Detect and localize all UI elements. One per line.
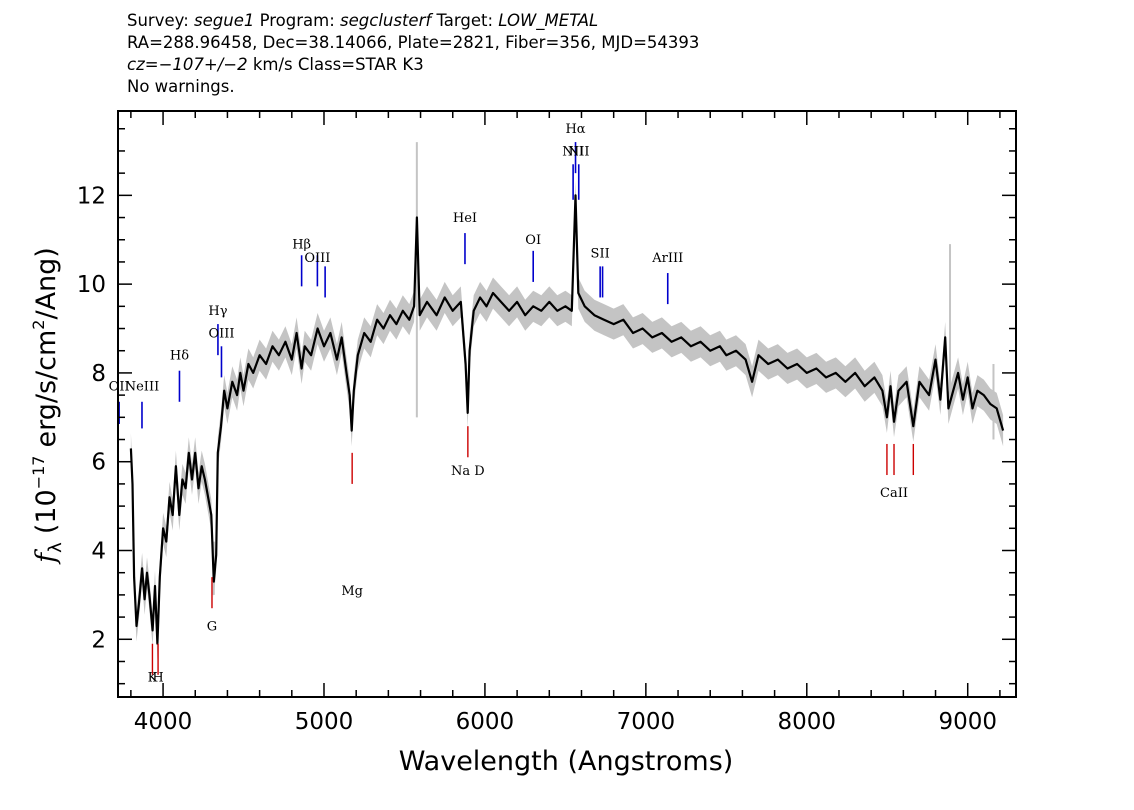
spectrum-header: Survey: segue1 Program: segclusterf Targ… [127,10,699,98]
absorption-line-label-0: K [148,670,158,685]
program-value: segclusterf [340,11,432,30]
emission-line-label-11: Hα [565,122,585,137]
x-tick-label-9000: 9000 [938,709,997,735]
y-tick-label-8: 8 [91,361,106,387]
absorption-line-label-2: G [207,619,217,634]
y-tick-label-2: 2 [91,627,106,653]
absorption-line-label-5: CaII [880,486,908,501]
header-line-warnings: No warnings. [127,77,235,96]
absorption-line-label-4: Na D [451,464,485,479]
y-axis-exp2: 2 [29,320,48,330]
emission-line-label-12: NII [568,144,590,159]
cz-unit-class: km/s Class=STAR K3 [252,55,424,74]
y-tick-label-10: 10 [77,272,106,298]
y-axis-mid: erg/s/cm [31,330,62,448]
target-value: LOW_METAL [498,11,599,30]
y-tick-label-12: 12 [77,183,106,209]
absorption-line-label-1: H [152,670,163,685]
cz-value: −107+/−2 [158,55,248,74]
target-label: Target: [436,11,494,30]
emission-line-label-2: Hδ [170,349,189,364]
emission-line-label-5: Hβ [292,238,311,253]
emission-line-label-3: Hγ [208,304,227,319]
emission-line-label-6: OIII [304,251,330,266]
emission-line-label-15: ArIII [651,251,683,266]
x-tick-label-7000: 7000 [617,709,676,735]
y-axis-suffix: /Ang) [31,247,62,319]
error-band [130,179,1004,660]
plot-frame [117,110,1017,698]
axes-layer: 4000 5000 6000 7000 8000 9000 2 4 6 8 10 12 [77,110,1017,735]
x-tick-label-5000: 5000 [295,709,354,735]
emission-line-label-1: NeIII [125,380,159,395]
x-axis-title: Wavelength (Angstroms) [399,746,734,777]
cz-label: cz= [127,55,159,74]
emission-line-label-8: HeI [453,211,477,226]
y-tick-label-6: 6 [91,450,106,476]
emission-line-label-9: OI [525,233,541,248]
survey-value: segue1 [194,11,255,30]
y-axis-title: fλ(10−17erg/s/cm2/Ang) [29,247,66,565]
x-tick-label-8000: 8000 [778,709,837,735]
spectrum-line [129,194,1005,645]
header-line-survey: Survey: segue1 Program: segclusterf Targ… [127,10,699,32]
emission-line-label-0: OII [109,380,130,395]
program-label: Program: [259,11,335,30]
emission-line-label-13: SII [591,247,610,262]
plot-area [118,142,1005,675]
header-line-redshift: cz=−107+/−2 km/s Class=STAR K3 [127,54,699,76]
y-axis-subscript: λ [45,542,66,553]
header-line-coordinates: RA=288.96458, Dec=38.14066, Plate=2821, … [127,33,700,52]
x-tick-label-4000: 4000 [134,709,193,735]
absorption-line-label-3: Mg [341,584,363,599]
x-tick-label-6000: 6000 [456,709,515,735]
y-axis-prefix: (10 [31,489,62,534]
y-axis-exp: −17 [29,456,48,490]
emission-line-label-10: NII [562,144,584,159]
survey-label: Survey: [127,11,189,30]
emission-line-label-4: OIII [208,326,234,341]
y-tick-label-4: 4 [91,539,106,565]
